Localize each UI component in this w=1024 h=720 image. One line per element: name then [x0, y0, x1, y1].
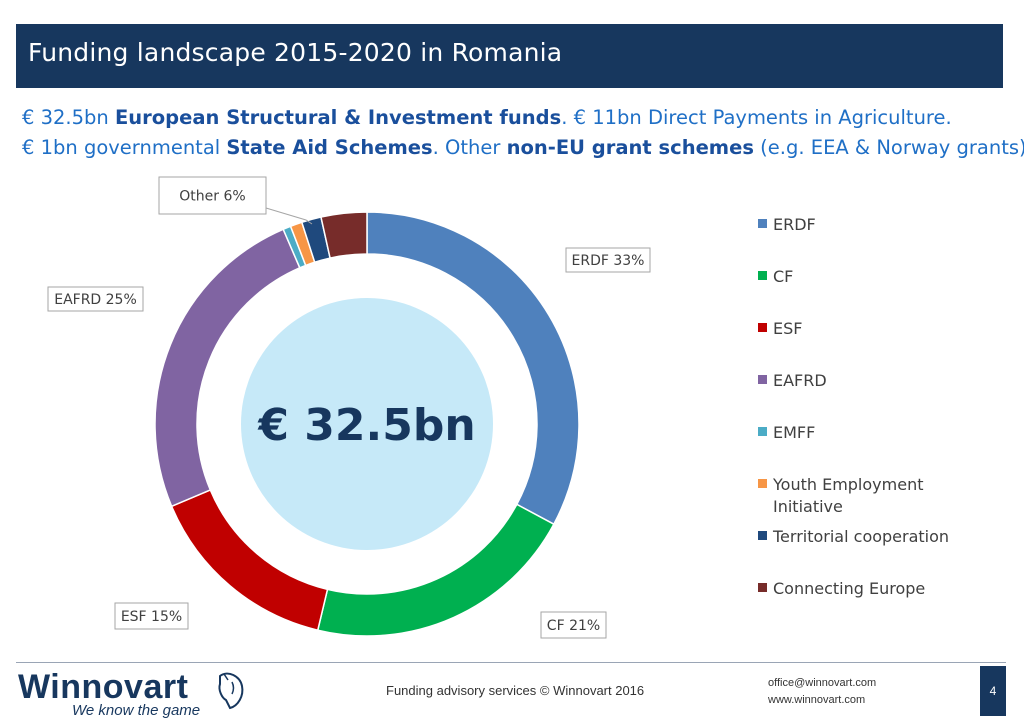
data-label-box: [158, 176, 267, 215]
legend-label: EAFRD: [773, 371, 827, 390]
subtitle-segment: non-EU grant schemes: [506, 136, 754, 159]
data-label: CF 21%: [547, 618, 600, 634]
data-label-box: [565, 247, 651, 273]
brand-logo: Winnovart We know the game: [18, 668, 244, 719]
data-label: EAFRD 25%: [54, 292, 137, 308]
subtitle-segment: € 1bn governmental: [22, 136, 227, 159]
legend-swatch: [758, 531, 767, 540]
subtitle-line-1: € 32.5bn European Structural & Investmen…: [22, 106, 952, 129]
footer-copyright: Funding advisory services © Winnovart 20…: [386, 683, 645, 698]
center-label: € 32.5bn: [257, 400, 475, 451]
page-title: Funding landscape 2015-2020 in Romania: [28, 38, 563, 67]
page-number: 4: [980, 666, 1006, 716]
legend-swatch: [758, 271, 767, 280]
subtitle-segment: State Aid Schemes: [226, 136, 433, 159]
donut-slice-connecting-europe: [320, 211, 368, 259]
subtitle-line-2: € 1bn governmental State Aid Schemes. Ot…: [22, 136, 1024, 159]
footer-contact: office@winnovart.com www.winnovart.com: [768, 675, 876, 709]
legend-label: ESF: [773, 319, 803, 338]
data-label: ESF 15%: [121, 609, 182, 625]
legend-label: Territorial cooperation: [773, 527, 950, 546]
data-label-box: [47, 286, 144, 312]
donut-chart: € 32.5bn ERDF 33% CF 21% ESF 15% EAFRD 25% Ot…: [47, 176, 651, 639]
legend-swatch: [758, 323, 767, 332]
data-label: Other 6%: [179, 189, 245, 205]
other-leader-line: [265, 207, 313, 225]
legend-swatch: [758, 583, 767, 592]
legend-swatch: [758, 427, 767, 436]
footer-email[interactable]: office@winnovart.com: [768, 677, 877, 689]
legend-swatch: [758, 219, 767, 228]
legend-swatch: [758, 375, 767, 384]
title-bar: Funding landscape 2015-2020 in Romania: [16, 24, 1003, 88]
brand-name: Winnovart: [18, 668, 189, 706]
legend-label: Youth Employment Initiative: [773, 475, 924, 516]
legend-label: ERDF: [773, 215, 816, 234]
data-label-box: [540, 611, 607, 639]
subtitle-segment: . Other: [432, 136, 507, 159]
footer-divider: [16, 662, 1006, 663]
legend-label: EMFF: [773, 423, 816, 442]
subtitle-segment: (e.g. EEA & Norway grants): [753, 136, 1024, 159]
data-label: ERDF 33%: [572, 253, 645, 269]
horse-head-icon: [218, 672, 244, 710]
subtitle-segment: € 32.5bn: [22, 106, 115, 129]
footer-website[interactable]: www.winnovart.com: [768, 694, 866, 706]
brand-tagline: We know the game: [72, 702, 201, 719]
data-label-box: [114, 602, 189, 630]
subtitle-segment: . € 11bn Direct Payments in Agriculture.: [561, 106, 952, 129]
center-disc: [241, 298, 493, 550]
legend-swatch: [758, 479, 767, 488]
legend-label: Connecting Europe: [773, 579, 926, 598]
legend-label: CF: [773, 267, 794, 286]
subtitle-segment: European Structural & Investment funds: [114, 106, 562, 129]
